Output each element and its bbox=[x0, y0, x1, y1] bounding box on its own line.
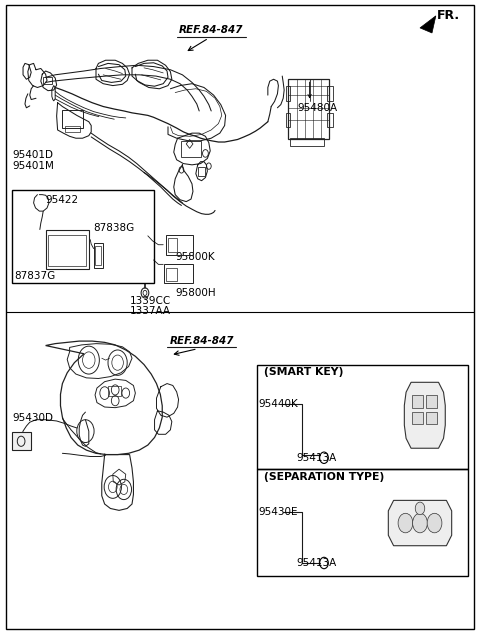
Bar bbox=[327, 113, 333, 127]
Circle shape bbox=[413, 514, 427, 533]
Bar bbox=[290, 138, 324, 146]
Bar bbox=[412, 395, 423, 408]
Bar bbox=[48, 235, 86, 266]
Text: REF.84-847: REF.84-847 bbox=[179, 25, 243, 36]
Bar bbox=[426, 411, 437, 424]
Bar bbox=[95, 246, 101, 265]
Text: 87837G: 87837G bbox=[14, 271, 56, 281]
Text: 95480A: 95480A bbox=[298, 103, 338, 113]
Bar bbox=[65, 126, 80, 132]
Bar bbox=[62, 110, 83, 128]
Bar bbox=[327, 86, 333, 101]
Polygon shape bbox=[420, 16, 436, 33]
Text: 95401D: 95401D bbox=[12, 150, 53, 160]
Text: 95401M: 95401M bbox=[12, 161, 54, 171]
Bar bbox=[286, 113, 290, 127]
Bar bbox=[412, 411, 423, 424]
Text: 95413A: 95413A bbox=[297, 558, 337, 568]
Bar bbox=[168, 238, 177, 252]
Text: 95430D: 95430D bbox=[12, 413, 53, 424]
Text: 1337AA: 1337AA bbox=[130, 306, 170, 316]
Bar bbox=[426, 395, 437, 408]
Bar bbox=[166, 235, 193, 255]
Bar bbox=[181, 141, 201, 157]
Bar bbox=[288, 79, 329, 139]
Bar bbox=[257, 469, 468, 576]
Text: (SMART KEY): (SMART KEY) bbox=[264, 367, 343, 377]
Bar bbox=[12, 432, 31, 450]
Polygon shape bbox=[404, 382, 445, 448]
Text: 95440K: 95440K bbox=[258, 399, 298, 410]
Bar bbox=[257, 365, 468, 469]
Bar bbox=[164, 264, 193, 283]
Bar bbox=[286, 86, 290, 101]
Text: 95413A: 95413A bbox=[297, 453, 337, 463]
Text: 95422: 95422 bbox=[46, 195, 79, 205]
Bar bbox=[166, 268, 177, 281]
Text: 95800K: 95800K bbox=[175, 252, 215, 262]
Text: (SEPARATION TYPE): (SEPARATION TYPE) bbox=[264, 472, 384, 482]
Bar bbox=[198, 167, 205, 176]
Text: 87838G: 87838G bbox=[94, 223, 135, 233]
Text: REF.84-847: REF.84-847 bbox=[169, 336, 234, 346]
Bar bbox=[43, 77, 52, 84]
Text: 95800H: 95800H bbox=[175, 288, 216, 298]
Text: FR.: FR. bbox=[437, 10, 460, 22]
Circle shape bbox=[398, 514, 413, 533]
Circle shape bbox=[427, 514, 442, 533]
Text: 95430E: 95430E bbox=[258, 507, 298, 517]
Polygon shape bbox=[388, 500, 452, 546]
Circle shape bbox=[415, 502, 425, 515]
Bar bbox=[94, 243, 103, 268]
Bar bbox=[14, 435, 28, 448]
Bar bbox=[46, 230, 89, 269]
Bar bbox=[108, 386, 121, 396]
Bar bbox=[12, 190, 154, 283]
Text: 1339CC: 1339CC bbox=[130, 296, 171, 306]
